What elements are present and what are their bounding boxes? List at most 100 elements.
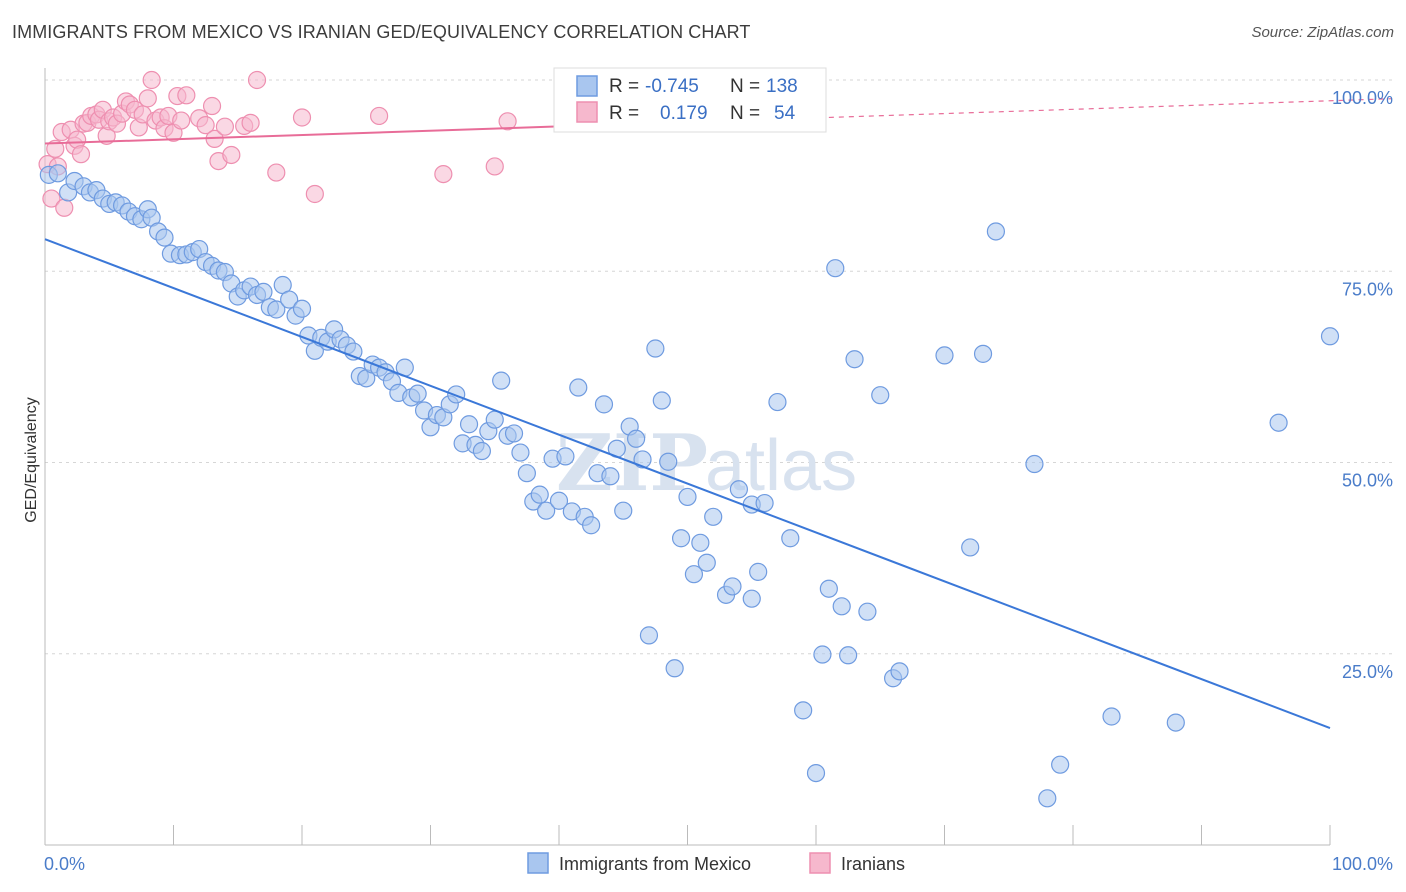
chart-source: Source: ZipAtlas.com bbox=[1251, 24, 1394, 41]
axes bbox=[44, 68, 1331, 846]
bottom-legend-blue-label: Immigrants from Mexico bbox=[559, 854, 751, 874]
bottom-legend-pink-label: Iranians bbox=[841, 854, 905, 874]
iranian-point-51 bbox=[485, 157, 504, 176]
iranian-point-45 bbox=[247, 70, 267, 90]
mexico-point-105 bbox=[729, 480, 749, 499]
legend-blue-n-label: N = bbox=[730, 76, 760, 97]
legend-blue-r-label: R = bbox=[609, 76, 639, 97]
mexico-point-96 bbox=[665, 659, 684, 678]
mexico-point-1 bbox=[48, 164, 67, 183]
bottom-legend-blue-swatch bbox=[527, 852, 549, 874]
mexico-point-119 bbox=[845, 350, 864, 369]
y-axis-label: GED/Equivalency bbox=[23, 397, 40, 522]
mexico-point-101 bbox=[697, 553, 716, 572]
iranian-point-38 bbox=[202, 96, 222, 116]
mexico-point-79 bbox=[556, 447, 575, 466]
mexico-point-131 bbox=[1102, 707, 1121, 726]
mexico-point-123 bbox=[890, 662, 909, 681]
mexico-point-38 bbox=[292, 299, 312, 318]
iranian-point-52 bbox=[498, 112, 517, 131]
mexico-point-99 bbox=[684, 565, 704, 584]
mexico-point-92 bbox=[639, 626, 659, 645]
iranian-point-49 bbox=[370, 106, 389, 126]
iranian-point-34 bbox=[172, 111, 191, 130]
y-tick-label-25: 25.0% bbox=[1342, 662, 1393, 682]
mexico-point-98 bbox=[678, 487, 697, 507]
watermark: ZIP atlas bbox=[556, 418, 857, 509]
mexico-point-118 bbox=[839, 646, 858, 665]
mexico-point-121 bbox=[871, 386, 890, 405]
mexico-point-73 bbox=[517, 464, 536, 483]
mexico-point-97 bbox=[671, 529, 691, 548]
iranian-point-44 bbox=[241, 113, 260, 132]
gridlines bbox=[45, 79, 1392, 655]
mexico-point-109 bbox=[755, 493, 774, 513]
mexico-point-100 bbox=[691, 533, 710, 552]
iranian-point-9 bbox=[71, 145, 91, 164]
iranian-point-26 bbox=[138, 89, 157, 108]
mexico-point-133 bbox=[1269, 413, 1288, 432]
mexico-point-83 bbox=[569, 378, 588, 397]
iranian-point-27 bbox=[142, 70, 161, 90]
mexico-point-110 bbox=[768, 392, 787, 412]
iranian-point-5 bbox=[55, 198, 74, 217]
legend-blue-swatch bbox=[576, 75, 598, 97]
mexico-point-106 bbox=[742, 589, 761, 608]
legend-pink-swatch bbox=[576, 101, 598, 123]
iranian-point-35 bbox=[177, 86, 196, 105]
mexico-point-126 bbox=[973, 344, 993, 363]
mexico-point-111 bbox=[781, 529, 800, 548]
iranian-point-2 bbox=[46, 139, 65, 158]
mexico-trend-line bbox=[44, 238, 1331, 729]
mexico-point-95 bbox=[659, 452, 678, 471]
mexico-point-114 bbox=[813, 645, 832, 664]
mexico-point-88 bbox=[614, 501, 633, 520]
iranian-point-1 bbox=[42, 189, 61, 208]
legend-pink-n-label: N = bbox=[730, 103, 760, 124]
mexico-point-36 bbox=[280, 290, 299, 309]
x-tick-label-start: 0.0% bbox=[44, 854, 85, 874]
mexico-point-72 bbox=[511, 443, 530, 462]
chart-title: IMMIGRANTS FROM MEXICO VS IRANIAN GED/EQ… bbox=[12, 22, 751, 42]
svg-text:atlas: atlas bbox=[705, 426, 857, 506]
iranian-point-37 bbox=[196, 116, 215, 135]
correlation-legend: R = -0.745 N = 138 R = 0.179 N = 54 bbox=[553, 67, 827, 133]
mexico-point-124 bbox=[935, 346, 954, 365]
mexico-point-68 bbox=[485, 410, 504, 429]
mexico-point-104 bbox=[723, 577, 742, 596]
iranian-point-42 bbox=[222, 145, 241, 165]
series-legend: Immigrants from Mexico Iranians bbox=[527, 852, 905, 874]
mexico-point-125 bbox=[961, 538, 980, 557]
mexico-point-78 bbox=[549, 491, 569, 510]
mexico-point-71 bbox=[504, 424, 524, 443]
mexico-point-112 bbox=[794, 701, 813, 720]
mexico-point-130 bbox=[1051, 755, 1070, 774]
mexico-points bbox=[39, 164, 1340, 808]
x-tick-label-end: 100.0% bbox=[1332, 854, 1393, 874]
mexico-point-64 bbox=[459, 415, 479, 434]
mexico-point-127 bbox=[986, 222, 1006, 241]
mexico-point-32 bbox=[254, 282, 273, 302]
mexico-point-129 bbox=[1038, 789, 1057, 808]
legend-blue-r-value: -0.745 bbox=[645, 76, 699, 97]
iranians-points bbox=[38, 70, 749, 217]
legend-blue-n-value: 138 bbox=[766, 76, 798, 97]
tick-labels: 100.0% 75.0% 50.0% 25.0% 0.0% 100.0% bbox=[44, 88, 1393, 874]
iranian-trend-line-solid bbox=[44, 125, 560, 145]
mexico-point-91 bbox=[633, 450, 652, 469]
mexico-point-108 bbox=[749, 562, 768, 581]
iranian-point-48 bbox=[305, 184, 324, 204]
mexico-point-113 bbox=[806, 763, 826, 783]
mexico-point-86 bbox=[601, 467, 620, 486]
mexico-point-128 bbox=[1025, 454, 1044, 474]
mexico-point-116 bbox=[826, 259, 845, 278]
mexico-point-132 bbox=[1166, 713, 1185, 732]
mexico-point-69 bbox=[492, 371, 511, 390]
mexico-point-34 bbox=[267, 300, 286, 319]
mexico-point-75 bbox=[530, 485, 549, 504]
mexico-point-134 bbox=[1320, 327, 1340, 346]
trend-lines bbox=[44, 98, 1393, 729]
bottom-legend-pink-swatch bbox=[809, 852, 831, 874]
iranian-point-41 bbox=[215, 117, 234, 136]
